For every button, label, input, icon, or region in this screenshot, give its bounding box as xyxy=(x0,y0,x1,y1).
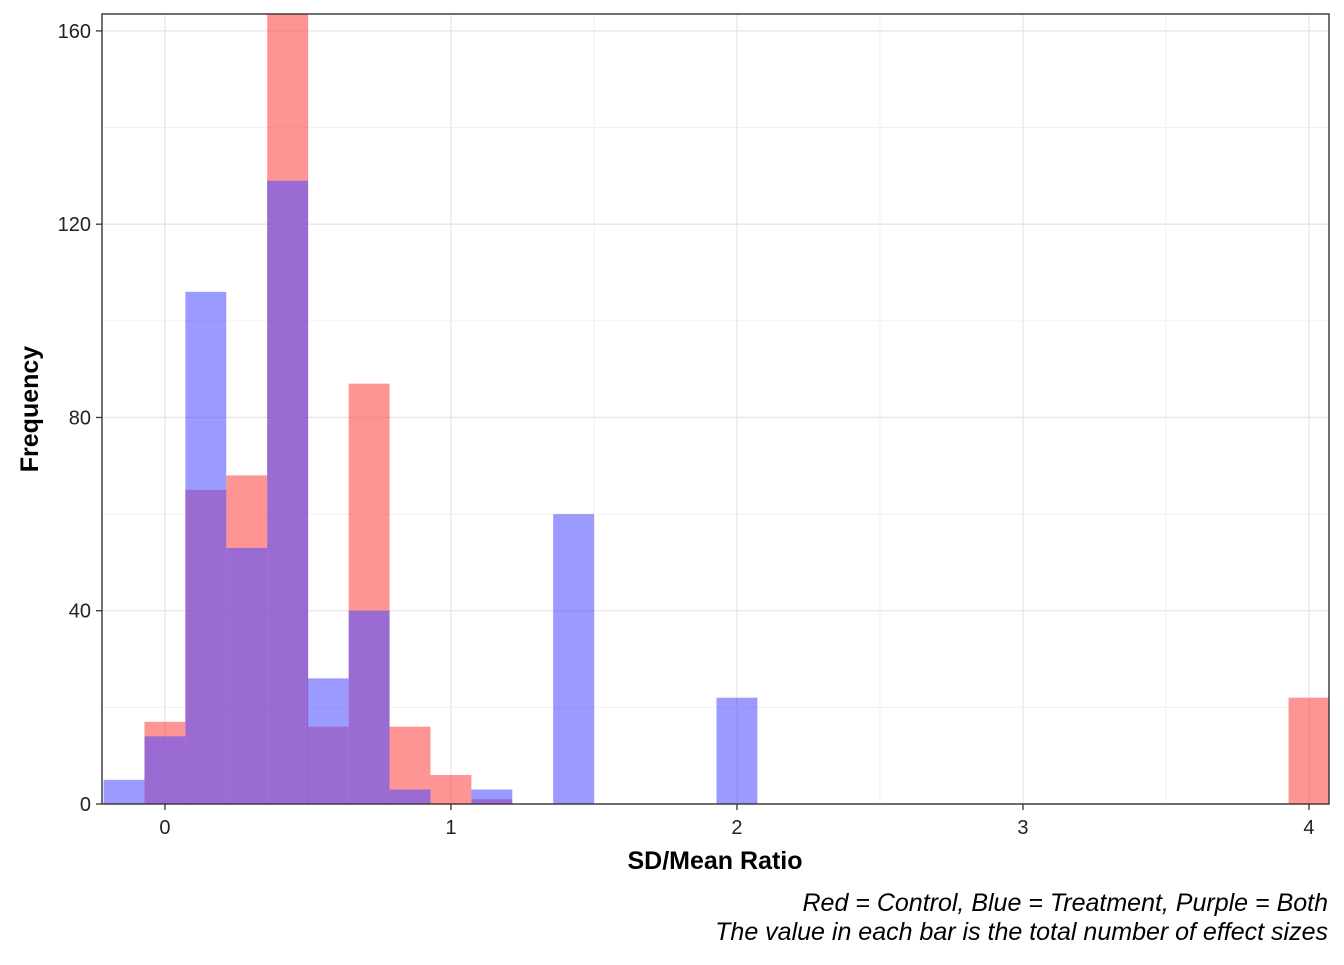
y-tick-label: 0 xyxy=(80,794,91,816)
panel-border xyxy=(101,13,1330,805)
x-axis-title: SD/Mean Ratio xyxy=(627,847,802,875)
bar-control xyxy=(430,775,472,804)
histogram-bars xyxy=(103,14,1330,804)
y-tick-label: 40 xyxy=(69,601,91,623)
bar-control xyxy=(1288,697,1330,804)
x-tick-label: 2 xyxy=(731,817,742,839)
bar-treatment xyxy=(103,779,145,804)
bar-treatment xyxy=(267,180,309,804)
x-tick-label: 1 xyxy=(445,817,456,839)
bar-treatment xyxy=(144,736,186,804)
x-tick-label: 0 xyxy=(159,817,170,839)
x-tick-label: 3 xyxy=(1017,817,1028,839)
bar-treatment xyxy=(348,610,390,804)
y-tick-label: 80 xyxy=(69,407,91,429)
y-tick-label: 120 xyxy=(58,214,91,236)
bar-treatment xyxy=(553,514,595,804)
bar-treatment xyxy=(389,789,431,804)
y-tick-label: 160 xyxy=(58,21,91,43)
bar-treatment xyxy=(185,291,227,804)
x-tick-label: 4 xyxy=(1303,817,1314,839)
bar-treatment xyxy=(716,697,758,804)
bar-treatment xyxy=(471,789,513,804)
caption-line-1: Red = Control, Blue = Treatment, Purple … xyxy=(802,889,1328,917)
y-axis-title: Frequency xyxy=(16,346,44,473)
bar-treatment xyxy=(307,678,349,804)
caption-line-2: The value in each bar is the total numbe… xyxy=(715,918,1328,946)
bar-treatment xyxy=(226,547,268,804)
